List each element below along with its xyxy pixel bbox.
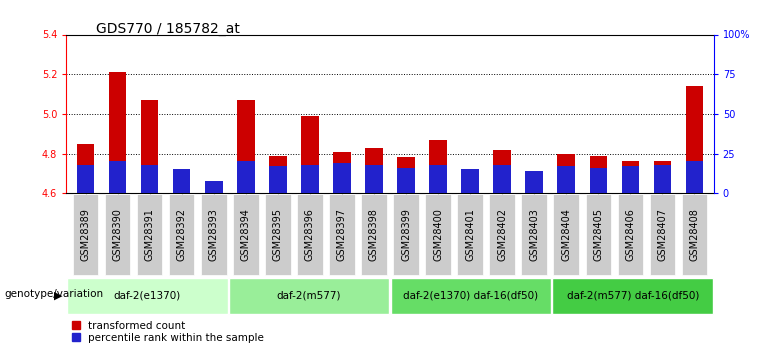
Text: GSM28404: GSM28404 <box>562 208 571 261</box>
Text: GSM28392: GSM28392 <box>177 208 186 261</box>
Bar <box>461 169 479 193</box>
Text: GSM28398: GSM28398 <box>369 208 379 261</box>
Bar <box>201 194 226 275</box>
Bar <box>686 161 704 193</box>
Bar <box>301 116 319 193</box>
Bar <box>618 194 643 275</box>
Bar <box>141 165 158 193</box>
Bar <box>205 180 222 193</box>
Bar <box>173 169 190 193</box>
Bar <box>136 194 162 275</box>
Bar <box>586 194 612 275</box>
Bar <box>329 194 355 275</box>
Bar <box>489 194 515 275</box>
Bar <box>108 161 126 193</box>
Bar <box>233 194 259 275</box>
Text: GSM28395: GSM28395 <box>273 208 283 261</box>
Bar <box>365 165 383 193</box>
Bar <box>361 194 387 275</box>
Bar <box>365 148 383 193</box>
Text: GSM28408: GSM28408 <box>690 208 700 261</box>
Bar <box>654 161 672 193</box>
Bar <box>552 278 713 314</box>
Bar <box>429 140 447 193</box>
Text: GDS770 / 185782_at: GDS770 / 185782_at <box>96 22 239 37</box>
Text: GSM28405: GSM28405 <box>594 208 603 261</box>
Bar <box>521 194 547 275</box>
Bar <box>397 168 415 193</box>
Bar <box>141 100 158 193</box>
Text: GSM28390: GSM28390 <box>112 208 122 261</box>
Text: GSM28400: GSM28400 <box>433 208 443 261</box>
Bar <box>622 166 639 193</box>
Bar <box>168 194 194 275</box>
Bar <box>590 156 607 193</box>
Bar <box>558 166 575 193</box>
Bar <box>333 151 351 193</box>
Text: daf-2(e1370) daf-16(df50): daf-2(e1370) daf-16(df50) <box>403 291 538 301</box>
Text: GSM28399: GSM28399 <box>401 208 411 261</box>
Bar <box>622 161 639 193</box>
Bar <box>650 194 675 275</box>
Text: GSM28403: GSM28403 <box>529 208 539 261</box>
Bar <box>76 165 94 193</box>
Text: GSM28393: GSM28393 <box>209 208 218 261</box>
Bar <box>229 278 389 314</box>
Bar <box>237 100 254 193</box>
Bar <box>654 165 672 193</box>
Legend: transformed count, percentile rank within the sample: transformed count, percentile rank withi… <box>72 321 264 343</box>
Bar <box>105 194 130 275</box>
Text: GSM28389: GSM28389 <box>80 208 90 261</box>
Bar <box>108 72 126 193</box>
Text: GSM28402: GSM28402 <box>497 208 507 261</box>
Bar <box>67 278 228 314</box>
Bar <box>429 165 447 193</box>
Bar <box>269 156 286 193</box>
Bar <box>494 165 511 193</box>
Bar <box>526 177 543 193</box>
Bar <box>265 194 291 275</box>
Bar <box>173 169 190 193</box>
Bar <box>397 157 415 193</box>
Bar <box>391 278 551 314</box>
Bar <box>461 169 479 193</box>
Bar <box>558 154 575 193</box>
Text: ▶: ▶ <box>54 291 62 301</box>
Text: daf-2(e1370): daf-2(e1370) <box>114 291 181 301</box>
Text: daf-2(m577) daf-16(df50): daf-2(m577) daf-16(df50) <box>566 291 699 301</box>
Bar <box>554 194 579 275</box>
Bar <box>494 149 511 193</box>
Bar <box>425 194 451 275</box>
Text: GSM28407: GSM28407 <box>658 208 668 261</box>
Bar <box>301 165 319 193</box>
Bar <box>393 194 419 275</box>
Text: genotype/variation: genotype/variation <box>4 289 103 299</box>
Bar <box>73 194 98 275</box>
Text: daf-2(m577): daf-2(m577) <box>277 291 342 301</box>
Bar <box>297 194 323 275</box>
Text: GSM28396: GSM28396 <box>305 208 315 261</box>
Bar <box>457 194 483 275</box>
Text: GSM28401: GSM28401 <box>465 208 475 261</box>
Bar <box>237 161 254 193</box>
Bar <box>205 183 222 193</box>
Bar <box>526 171 543 193</box>
Bar <box>269 166 286 193</box>
Text: GSM28394: GSM28394 <box>241 208 251 261</box>
Text: GSM28391: GSM28391 <box>144 208 154 261</box>
Bar <box>590 168 607 193</box>
Text: GSM28397: GSM28397 <box>337 208 347 261</box>
Bar <box>682 194 707 275</box>
Bar <box>76 144 94 193</box>
Text: GSM28406: GSM28406 <box>626 208 636 261</box>
Bar <box>333 163 351 193</box>
Bar <box>686 86 704 193</box>
